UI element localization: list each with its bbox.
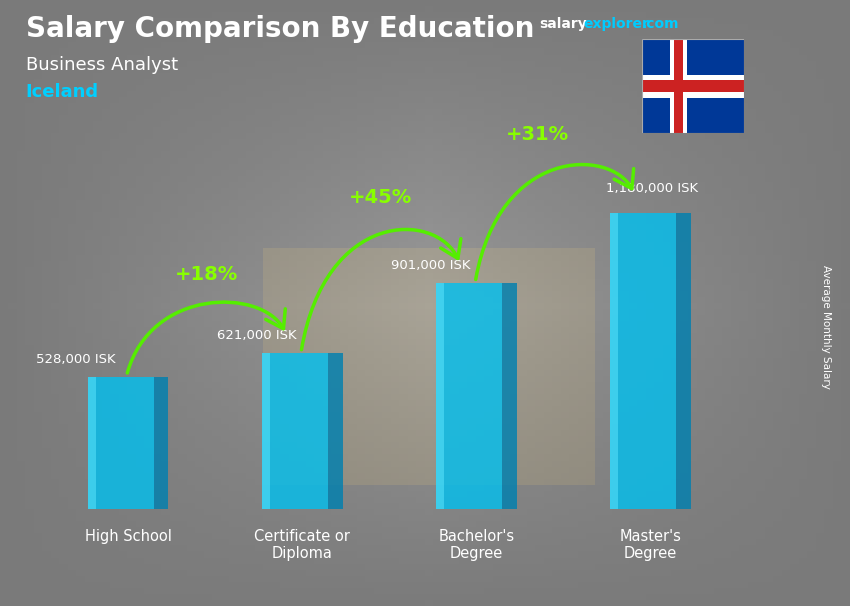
Bar: [436, 283, 502, 509]
Text: +31%: +31%: [506, 125, 569, 144]
Text: Iceland: Iceland: [26, 83, 99, 101]
FancyArrowPatch shape: [476, 165, 634, 279]
Text: 1,180,000 ISK: 1,180,000 ISK: [606, 182, 698, 195]
Text: Master's
Degree: Master's Degree: [620, 529, 682, 561]
Bar: [642, 75, 744, 98]
Text: 621,000 ISK: 621,000 ISK: [217, 330, 297, 342]
Text: Business Analyst: Business Analyst: [26, 56, 178, 74]
Text: Bachelor's
Degree: Bachelor's Degree: [439, 529, 514, 561]
Bar: [670, 39, 687, 133]
Bar: [674, 39, 683, 133]
Bar: [610, 213, 677, 509]
Polygon shape: [154, 377, 168, 509]
Bar: [436, 283, 444, 509]
FancyArrowPatch shape: [302, 230, 461, 350]
Text: 901,000 ISK: 901,000 ISK: [391, 259, 471, 272]
Bar: [262, 353, 269, 509]
Text: +18%: +18%: [174, 265, 238, 284]
Text: High School: High School: [84, 529, 172, 544]
Polygon shape: [502, 283, 517, 509]
Text: salary: salary: [540, 17, 587, 31]
Text: explorer: explorer: [583, 17, 649, 31]
FancyArrowPatch shape: [128, 302, 286, 373]
Text: Average Monthly Salary: Average Monthly Salary: [821, 265, 831, 389]
Polygon shape: [677, 213, 691, 509]
Text: +45%: +45%: [348, 188, 412, 207]
Text: Salary Comparison By Education: Salary Comparison By Education: [26, 15, 534, 43]
Bar: [88, 377, 154, 509]
Bar: [642, 81, 744, 92]
Bar: [88, 377, 95, 509]
Polygon shape: [328, 353, 343, 509]
Text: Certificate or
Diploma: Certificate or Diploma: [254, 529, 350, 561]
Bar: [610, 213, 618, 509]
Text: 528,000 ISK: 528,000 ISK: [36, 353, 116, 366]
Bar: [262, 353, 328, 509]
Text: .com: .com: [642, 17, 679, 31]
